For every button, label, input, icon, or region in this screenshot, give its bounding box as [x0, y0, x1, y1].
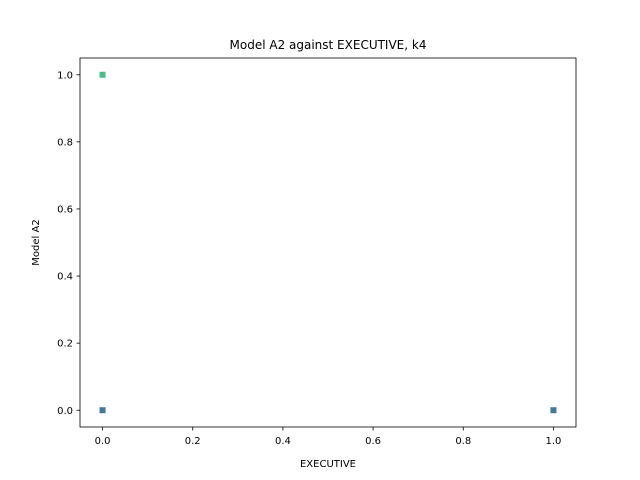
plot-area-frame [79, 57, 577, 428]
plot-marks [99, 71, 557, 414]
x-axis-ticks: 0.0 0.2 0.4 0.6 0.8 1.0 [95, 427, 562, 447]
y-tick-label: 0.4 [57, 272, 73, 283]
y-tick-label: 1.0 [57, 70, 73, 81]
y-tick-label: 0.2 [57, 339, 73, 350]
y-tick-label: 0.0 [57, 406, 73, 417]
y-tick-label: 0.8 [57, 137, 73, 148]
x-axis-label: EXECUTIVE [300, 459, 356, 470]
data-point [550, 407, 557, 414]
y-axis-ticks: 0.0 0.2 0.4 0.6 0.8 1.0 [57, 70, 80, 417]
x-tick-label: 0.4 [275, 436, 291, 447]
x-tick-label: 0.6 [365, 436, 381, 447]
data-point [99, 71, 106, 78]
x-tick-label: 1.0 [546, 436, 562, 447]
chart-title: Model A2 against EXECUTIVE, k4 [230, 38, 427, 52]
y-axis-label: Model A2 [31, 219, 42, 265]
x-tick-label: 0.8 [455, 436, 471, 447]
y-tick-label: 0.6 [57, 205, 73, 216]
x-tick-label: 0.0 [95, 436, 111, 447]
data-point [99, 407, 106, 414]
x-tick-label: 0.2 [185, 436, 201, 447]
